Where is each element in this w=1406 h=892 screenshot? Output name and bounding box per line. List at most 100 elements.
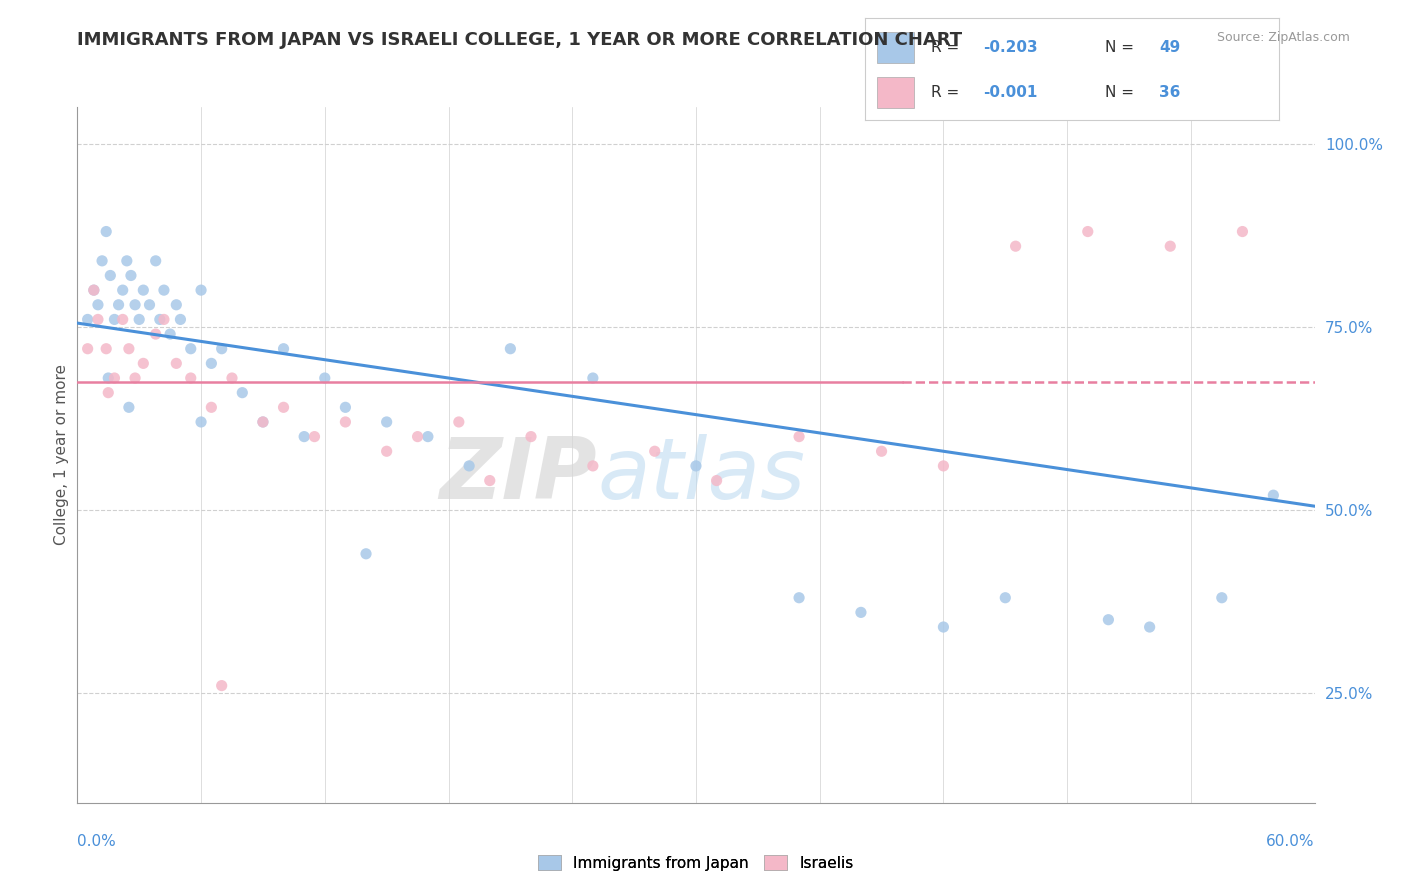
- Point: [1004, 239, 1026, 253]
- Point: [994, 591, 1017, 605]
- Point: [97, 385, 120, 400]
- Point: [252, 415, 274, 429]
- Point: [292, 429, 315, 443]
- Point: [231, 385, 253, 400]
- Text: atlas: atlas: [598, 434, 806, 517]
- Point: [115, 253, 138, 268]
- Point: [87, 298, 110, 312]
- Point: [91, 253, 114, 268]
- Point: [190, 283, 212, 297]
- Point: [103, 312, 125, 326]
- Point: [211, 679, 233, 693]
- Text: R =: R =: [931, 86, 965, 100]
- Point: [145, 253, 167, 268]
- Point: [97, 371, 120, 385]
- Point: [520, 429, 543, 443]
- Text: 60.0%: 60.0%: [1267, 834, 1315, 849]
- Text: Source: ZipAtlas.com: Source: ZipAtlas.com: [1216, 31, 1350, 45]
- Point: [111, 312, 134, 326]
- Point: [273, 342, 295, 356]
- Point: [335, 415, 357, 429]
- Point: [96, 342, 118, 356]
- Point: [169, 312, 191, 326]
- Point: [314, 371, 336, 385]
- Point: [706, 474, 728, 488]
- Point: [644, 444, 666, 458]
- Text: R =: R =: [931, 40, 965, 55]
- Point: [153, 283, 176, 297]
- Point: [1263, 488, 1285, 502]
- Point: [165, 356, 187, 370]
- Point: [124, 298, 146, 312]
- Point: [76, 342, 98, 356]
- Point: [1159, 239, 1181, 253]
- FancyBboxPatch shape: [877, 32, 914, 63]
- Point: [447, 415, 470, 429]
- Point: [96, 225, 118, 239]
- Point: [1211, 591, 1233, 605]
- Text: 0.0%: 0.0%: [77, 834, 117, 849]
- Point: [1232, 225, 1254, 239]
- Text: -0.001: -0.001: [983, 86, 1038, 100]
- Point: [132, 283, 155, 297]
- Point: [582, 458, 605, 473]
- Point: [304, 429, 326, 443]
- Text: N =: N =: [1105, 86, 1139, 100]
- Point: [190, 415, 212, 429]
- Point: [932, 620, 955, 634]
- Point: [582, 371, 605, 385]
- Point: [375, 444, 398, 458]
- Point: [787, 591, 810, 605]
- Point: [335, 401, 357, 415]
- Text: ZIP: ZIP: [439, 434, 598, 517]
- Point: [180, 342, 202, 356]
- Point: [1097, 613, 1119, 627]
- Text: 49: 49: [1159, 40, 1181, 55]
- Point: [83, 283, 105, 297]
- Point: [458, 458, 481, 473]
- Point: [932, 458, 955, 473]
- Point: [118, 342, 141, 356]
- Point: [83, 283, 105, 297]
- Point: [273, 401, 295, 415]
- Point: [849, 606, 872, 620]
- Point: [138, 298, 160, 312]
- Point: [76, 312, 98, 326]
- Point: [87, 312, 110, 326]
- Point: [211, 342, 233, 356]
- Point: [787, 429, 810, 443]
- Point: [165, 298, 187, 312]
- Point: [145, 327, 167, 342]
- Point: [98, 268, 121, 283]
- Point: [120, 268, 142, 283]
- Point: [685, 458, 707, 473]
- Legend: Immigrants from Japan, Israelis: Immigrants from Japan, Israelis: [534, 850, 858, 875]
- Point: [149, 312, 172, 326]
- Text: 36: 36: [1159, 86, 1181, 100]
- Point: [870, 444, 893, 458]
- Point: [1077, 225, 1099, 239]
- Point: [111, 283, 134, 297]
- Point: [118, 401, 141, 415]
- Text: -0.203: -0.203: [983, 40, 1038, 55]
- Point: [354, 547, 377, 561]
- Point: [478, 474, 501, 488]
- Point: [375, 415, 398, 429]
- Point: [128, 312, 150, 326]
- Point: [200, 356, 222, 370]
- Point: [416, 429, 439, 443]
- Point: [1139, 620, 1161, 634]
- Point: [252, 415, 274, 429]
- Point: [221, 371, 243, 385]
- Point: [200, 401, 222, 415]
- Point: [103, 371, 125, 385]
- FancyBboxPatch shape: [877, 78, 914, 108]
- Point: [153, 312, 176, 326]
- Point: [159, 327, 181, 342]
- Point: [180, 371, 202, 385]
- Point: [132, 356, 155, 370]
- Text: IMMIGRANTS FROM JAPAN VS ISRAELI COLLEGE, 1 YEAR OR MORE CORRELATION CHART: IMMIGRANTS FROM JAPAN VS ISRAELI COLLEGE…: [77, 31, 963, 49]
- Point: [406, 429, 429, 443]
- Text: N =: N =: [1105, 40, 1139, 55]
- Point: [107, 298, 129, 312]
